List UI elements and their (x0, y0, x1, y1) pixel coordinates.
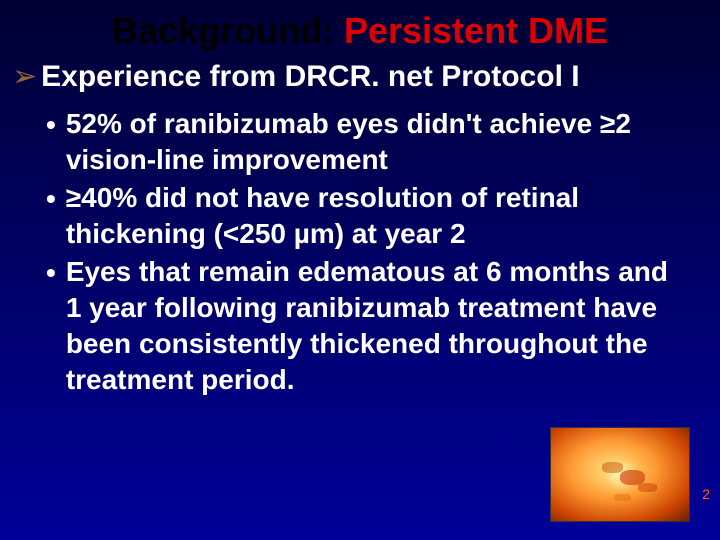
subtitle-row: ➢ Experience from DRCR. net Protocol I (0, 60, 720, 106)
subtitle-text: Experience from DRCR. net Protocol I (41, 60, 579, 94)
bullet-list: • 52% of ranibizumab eyes didn't achieve… (0, 106, 720, 398)
bullet-marker-icon: • (46, 106, 56, 144)
bullet-text: 52% of ranibizumab eyes didn't achieve ≥… (66, 106, 690, 178)
bullet-text: Eyes that remain edematous at 6 months a… (66, 254, 690, 398)
bullet-text: ≥40% did not have resolution of retinal … (66, 180, 690, 252)
bullet-item: • 52% of ranibizumab eyes didn't achieve… (46, 106, 690, 178)
bullet-item: • Eyes that remain edematous at 6 months… (46, 254, 690, 398)
bullet-marker-icon: • (46, 254, 56, 292)
retina-image (550, 427, 690, 522)
title-part-1: Background: (112, 10, 344, 51)
bullet-item: • ≥40% did not have resolution of retina… (46, 180, 690, 252)
arrow-icon: ➢ (12, 60, 37, 94)
slide-title: Background: Persistent DME (0, 0, 720, 60)
title-part-2: Persistent DME (344, 10, 608, 51)
page-number: 2 (702, 486, 710, 502)
bullet-marker-icon: • (46, 180, 56, 218)
